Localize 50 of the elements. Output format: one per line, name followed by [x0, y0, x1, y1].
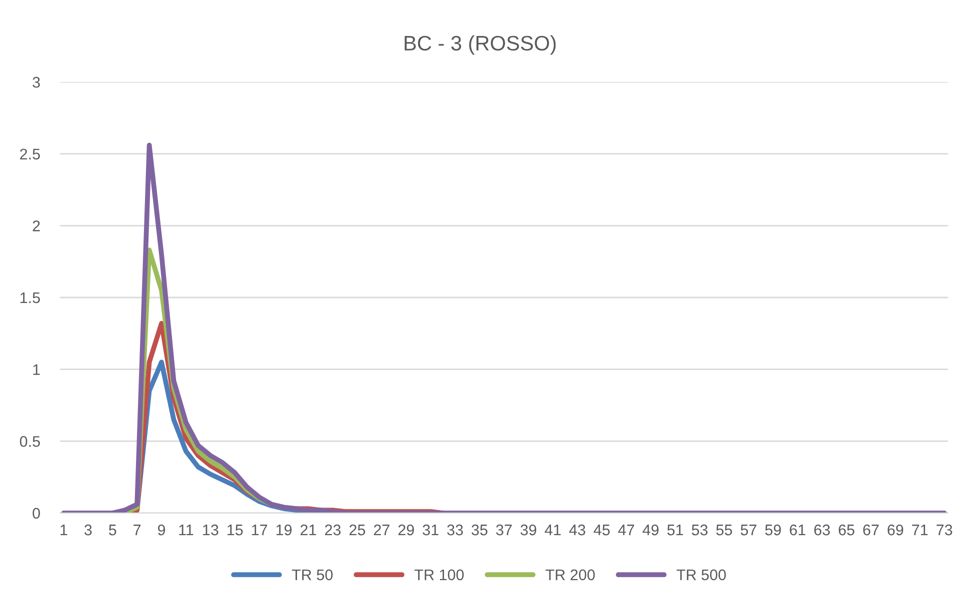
x-tick-label: 65 — [838, 524, 854, 536]
x-tick-label: 21 — [300, 524, 316, 536]
y-tick-label: 1.5 — [20, 292, 40, 304]
x-tick-label: 47 — [618, 524, 634, 536]
x-tick-label: 13 — [203, 524, 218, 536]
x-tick-label: 41 — [544, 524, 561, 536]
x-tick-label: 37 — [496, 524, 512, 536]
legend-label: TR 100 — [414, 569, 464, 580]
x-tick-label: 31 — [422, 524, 438, 536]
y-tick-label: 1 — [33, 364, 40, 375]
legend-label: TR 500 — [676, 569, 726, 580]
x-tick-label: 63 — [814, 524, 830, 536]
x-tick-label: 29 — [398, 524, 414, 536]
x-tick-label: 73 — [936, 524, 952, 536]
x-tick-label: 33 — [447, 524, 463, 536]
x-tick-label: 39 — [520, 524, 536, 536]
x-tick-label: 51 — [667, 524, 683, 536]
x-tick-label: 35 — [472, 524, 488, 536]
x-tick-label: 19 — [276, 524, 292, 536]
legend-label: TR 50 — [292, 569, 333, 580]
chart-title: BC - 3 (ROSSO) — [404, 35, 556, 55]
x-tick-label: 43 — [569, 524, 586, 536]
x-tick-label: 15 — [228, 524, 243, 536]
x-tick-label: 57 — [740, 524, 756, 536]
y-tick-label: 0 — [32, 508, 40, 519]
x-tick-label: 71 — [912, 524, 928, 536]
x-tick-label: 67 — [863, 524, 879, 536]
x-tick-label: 23 — [325, 524, 341, 536]
x-tick-label: 17 — [252, 524, 268, 536]
y-tick-label: 2.5 — [20, 148, 40, 160]
x-tick-label: 1 — [60, 524, 68, 536]
x-tick-label: 59 — [765, 524, 781, 536]
legend-label: TR 200 — [546, 569, 595, 580]
x-tick-label: 61 — [790, 524, 806, 536]
x-tick-label: 25 — [349, 524, 366, 536]
x-tick-label: 69 — [888, 524, 904, 536]
line-series — [61, 142, 947, 513]
y-tick-label: 0.5 — [20, 436, 40, 447]
x-tick-label: 3 — [84, 524, 92, 536]
x-tick-label: 27 — [374, 524, 390, 536]
y-tick-label: 2 — [32, 220, 40, 232]
y-tick-label: 3 — [32, 76, 40, 88]
x-tick-label: 53 — [692, 524, 708, 536]
x-tick-label: 5 — [108, 524, 116, 536]
x-tick-label: 45 — [594, 524, 610, 536]
x-tick-label: 11 — [179, 524, 194, 536]
x-tick-label: 49 — [642, 524, 659, 536]
x-tick-label: 55 — [716, 524, 732, 536]
x-tick-label: 7 — [134, 524, 141, 536]
x-tick-label: 9 — [158, 524, 166, 536]
